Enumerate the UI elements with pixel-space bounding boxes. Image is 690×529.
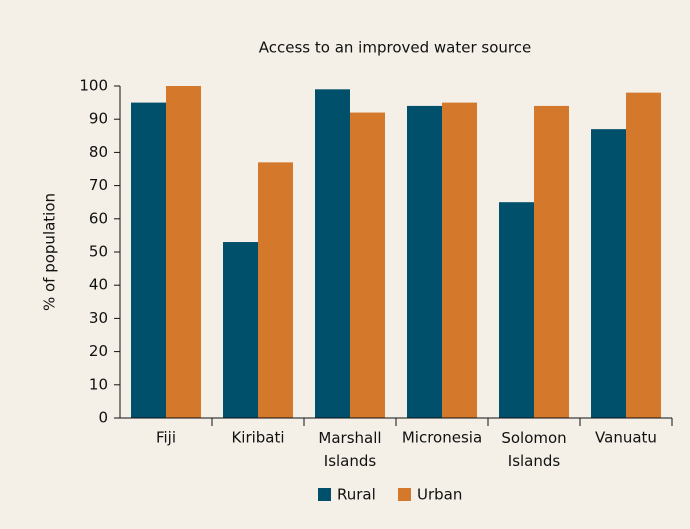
bar [534,105,569,419]
bar [131,102,166,418]
y-axis-label: % of population [41,193,59,311]
y-tick-label: 20 [89,342,108,360]
y-tick-label: 0 [98,409,108,427]
legend-label: Rural [337,486,376,504]
x-tick-label: Fiji [156,429,176,447]
bar [258,162,293,418]
bar [315,89,350,418]
x-tick-label: Marshall Islands [318,429,381,470]
bar [166,86,201,418]
y-tick-label: 50 [89,243,108,261]
bar [407,105,442,419]
legend-swatch [398,488,411,501]
y-tick-label: 90 [89,110,108,128]
x-tick-label: Vanuatu [595,429,657,447]
bar [223,242,258,418]
x-tick-label: Solomon Islands [501,429,566,470]
bar [626,92,661,418]
bar [591,129,626,418]
y-tick-label: 60 [89,209,108,227]
legend-label: Urban [417,486,462,504]
y-tick-label: 30 [89,309,108,327]
bar [350,112,385,418]
x-tick-label: Micronesia [402,429,482,447]
y-tick-label: 80 [89,143,108,161]
y-tick-label: 70 [89,176,108,194]
x-tick-label: Kiribati [231,429,284,447]
chart-title: Access to an improved water source [259,39,531,57]
bar [499,202,534,418]
legend-swatch [318,488,331,501]
bar [442,102,477,418]
y-tick-label: 10 [89,375,108,393]
y-tick-label: 40 [89,276,108,294]
y-tick-label: 100 [79,77,108,95]
